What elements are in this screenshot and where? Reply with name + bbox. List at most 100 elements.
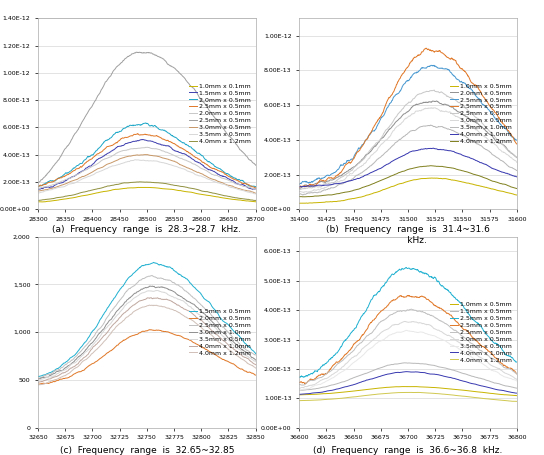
4.0mm x 1.2mm <box>428 163 434 168</box>
2.5mm x 0.5mm <box>300 374 306 380</box>
3.5mm x 0.5mm <box>252 191 259 197</box>
Line: 3.0mm x 0.5mm: 3.0mm x 0.5mm <box>38 155 256 193</box>
3.0mm x 1.0mm <box>200 310 206 315</box>
4.0mm x 1.0mm <box>296 184 302 189</box>
4.0mm x 1.0mm <box>335 181 341 186</box>
2.5mm x 0.5mm <box>302 381 308 387</box>
Text: (a)  Frequency  range  is  28.3~28.7  kHz.: (a) Frequency range is 28.3~28.7 kHz. <box>52 225 242 234</box>
3.0mm x 0.5mm <box>335 368 341 374</box>
2.0mm x 0.5mm <box>73 163 80 169</box>
3.0mm x 1.0mm <box>164 286 170 291</box>
3.5mm x 1.0mm <box>424 123 431 128</box>
3.5mm x 0.5mm <box>134 293 140 299</box>
2.5mm x 0.5mm <box>91 100 97 105</box>
3.5mm x 0.5mm <box>163 161 170 166</box>
1.0mm x 0.5mm <box>352 388 358 394</box>
Line: 2.0mm x 0.5mm: 2.0mm x 0.5mm <box>38 329 256 384</box>
4.0mm x 1.0mm <box>298 184 305 190</box>
3.5mm x 0.5mm <box>514 378 520 384</box>
Text: (d)  Frequency  range  is  36.6~36.8  kHz.: (d) Frequency range is 36.6~36.8 kHz. <box>313 446 503 455</box>
3.0mm x 1.0mm <box>181 296 187 302</box>
4.0mm x 1.2mm <box>514 399 520 404</box>
3.5mm x 1.0mm <box>335 182 341 188</box>
4.0mm x 1.2mm <box>163 181 170 187</box>
3.5mm x 0.5mm <box>200 313 206 319</box>
3.5mm x 1.0mm <box>428 122 434 128</box>
Line: 2.5mm x 0.5mm: 2.5mm x 0.5mm <box>299 268 517 377</box>
3.0mm x 0.5mm <box>460 342 467 347</box>
3.0mm x 1.0mm <box>147 283 153 289</box>
2.0mm x 0.5mm <box>296 186 302 191</box>
3.0mm x 0.5mm <box>300 190 307 195</box>
3.0mm x 0.5mm <box>461 119 467 125</box>
4.0mm x 1.2mm <box>395 170 401 176</box>
2.5mm x 0.5mm <box>133 131 140 137</box>
Line: 2.0mm x 0.5mm: 2.0mm x 0.5mm <box>38 147 256 189</box>
4.0mm x 1.2mm <box>146 303 153 308</box>
Line: 2.5mm x 0.5mm: 2.5mm x 0.5mm <box>299 90 517 190</box>
3.0mm x 0.5mm <box>133 152 140 158</box>
1.0mm x 0.5mm <box>429 175 435 181</box>
2.5mm x 0.5mm <box>514 137 520 143</box>
2.5mm x 0.5mm <box>335 167 341 172</box>
4.0mm x 1.0mm <box>430 146 436 151</box>
3.5mm x 0.5mm <box>91 172 97 177</box>
4.0mm x 1.2mm <box>200 326 206 332</box>
3.0mm x 0.5mm <box>142 152 149 157</box>
2.0mm x 0.5mm <box>163 329 170 334</box>
4.0mm x 1.0mm <box>335 386 341 392</box>
4.0mm x 1.0mm <box>91 344 97 349</box>
2.5mm x 0.5mm <box>394 112 401 117</box>
4.0mm x 1.2mm <box>91 349 98 354</box>
2.0mm x 0.5mm <box>146 327 153 332</box>
Line: 1.0mm x 0.5mm: 1.0mm x 0.5mm <box>299 387 517 396</box>
2.5mm x 0.5mm <box>252 352 259 358</box>
2.5mm x 0.5mm <box>252 185 258 191</box>
4.0mm x 1.0mm <box>461 153 467 158</box>
2.0mm x 0.5mm <box>199 345 206 350</box>
2.5mm x 0.5mm <box>514 155 520 160</box>
2.5mm x 0.5mm <box>442 321 448 326</box>
3.5mm x 1.0mm <box>395 138 401 144</box>
2.5mm x 0.5mm <box>296 187 302 192</box>
4.0mm x 1.0mm <box>395 155 401 161</box>
2.5mm x 0.5mm <box>394 91 401 96</box>
2.5mm x 0.5mm <box>73 166 80 172</box>
1.0mm x 0.5mm <box>514 393 520 399</box>
2.5mm x 0.5mm <box>353 345 359 351</box>
3.5mm x 1.0mm <box>514 168 520 173</box>
2.5mm x 0.5mm <box>395 294 401 300</box>
4.0mm x 1.0mm <box>147 295 154 300</box>
3.5mm x 1.0mm <box>353 173 359 179</box>
3.5mm x 0.5mm <box>134 157 140 162</box>
1.0mm x 0.5mm <box>424 384 431 390</box>
Line: 2.5mm x 0.5mm: 2.5mm x 0.5mm <box>38 52 256 183</box>
1.0mm x 0.5mm <box>394 182 401 187</box>
1.5mm x 0.5mm <box>296 388 302 393</box>
4.0mm x 1.0mm <box>163 297 170 302</box>
1.0mm x 0.5mm <box>442 386 448 391</box>
2.5mm x 0.5mm <box>35 375 42 381</box>
3.0mm x 0.5mm <box>91 168 97 173</box>
Line: 3.0mm x 0.5mm: 3.0mm x 0.5mm <box>299 321 517 389</box>
1.0mm x 0.1mm <box>73 194 80 200</box>
1.5mm x 0.5mm <box>460 371 467 376</box>
1.0mm x 0.5mm <box>424 176 431 181</box>
2.0mm x 0.5mm <box>460 112 467 118</box>
Line: 2.5mm x 0.5mm: 2.5mm x 0.5mm <box>299 295 517 384</box>
2.5mm x 0.5mm <box>181 75 187 80</box>
1.5mm x 0.5mm <box>199 162 206 167</box>
Legend: 1.5mm x 0.5mm, 2.0mm x 0.5mm, 2.5mm x 0.5mm, 3.0mm x 1.0mm, 3.5mm x 0.5mm, 4.0mm: 1.5mm x 0.5mm, 2.0mm x 0.5mm, 2.5mm x 0.… <box>188 308 252 357</box>
3.5mm x 0.5mm <box>164 291 170 297</box>
2.5mm x 0.5mm <box>133 50 140 55</box>
2.5mm x 0.5mm <box>296 185 303 190</box>
4.0mm x 1.0mm <box>424 371 431 376</box>
4.0mm x 1.2mm <box>199 188 206 194</box>
3.0mm x 0.5mm <box>431 105 437 111</box>
4.0mm x 1.2mm <box>461 168 467 174</box>
2.5mm x 0.5mm <box>352 164 358 169</box>
4.0mm x 1.0mm <box>133 300 140 306</box>
3.5mm x 1.0mm <box>461 133 467 138</box>
4.0mm x 1.2mm <box>513 399 520 404</box>
2.0mm x 0.5mm <box>163 129 170 134</box>
